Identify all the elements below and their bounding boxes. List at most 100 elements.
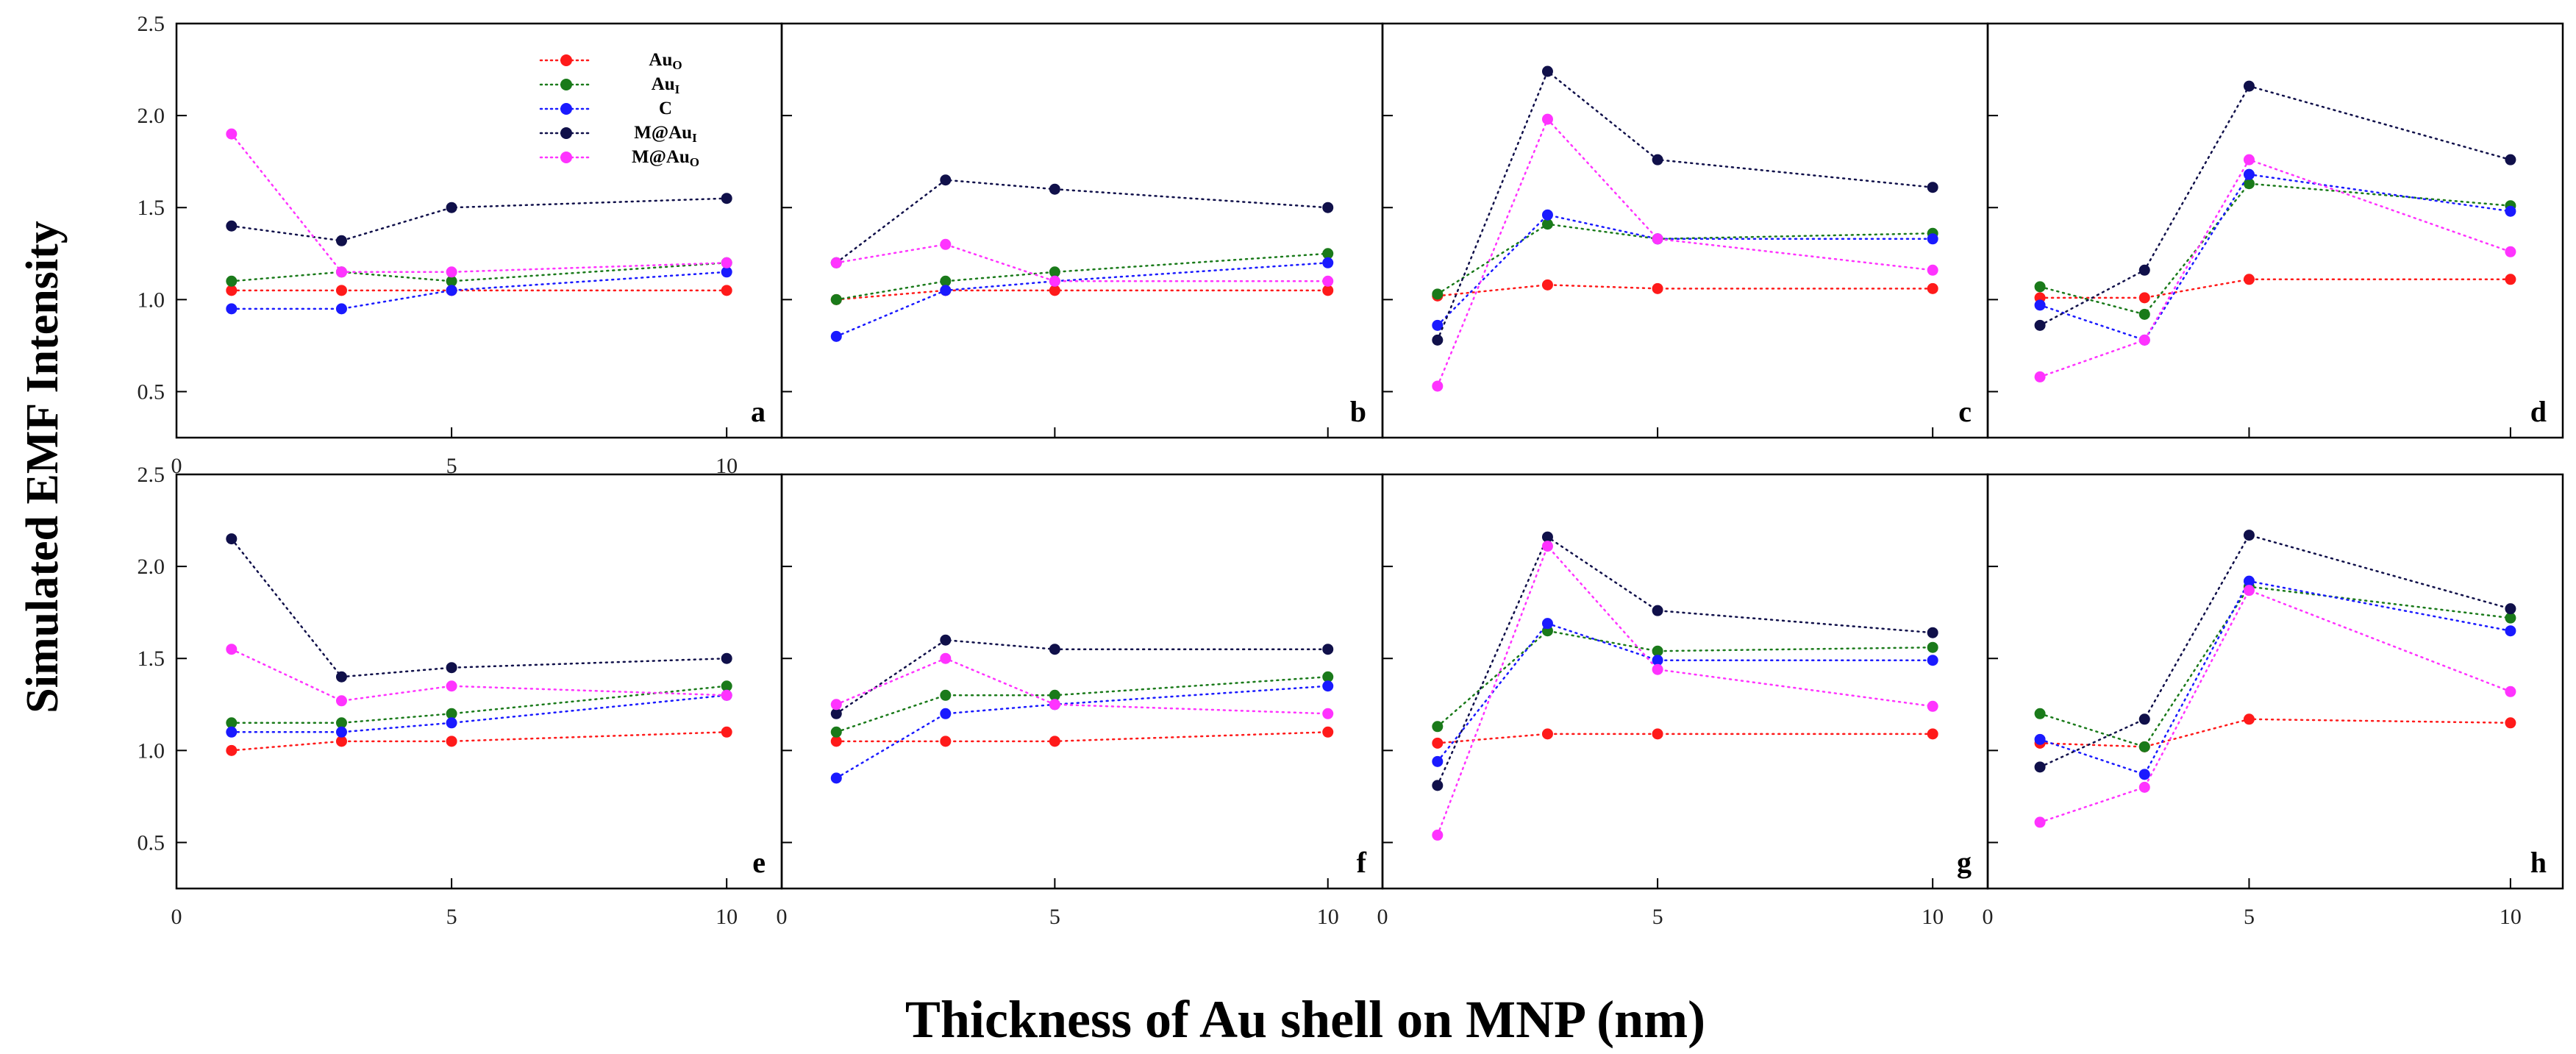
data-point-M@AuI	[1927, 182, 1938, 193]
data-point-AuI	[446, 708, 457, 719]
x-tick-label: 0	[171, 454, 182, 478]
x-tick-label: 5	[1049, 905, 1060, 929]
panel-letter: d	[2530, 395, 2547, 428]
series-line-M@AuI	[835, 638, 1329, 715]
data-point-AuO	[2138, 292, 2150, 304]
data-point-M@AuO	[335, 266, 347, 278]
data-point-M@AuI	[446, 662, 457, 674]
data-point-C	[940, 708, 952, 719]
legend-item: M@AuI	[539, 123, 697, 145]
data-point-M@AuI	[1049, 183, 1060, 195]
data-point-M@AuI	[1322, 644, 1334, 655]
series-line-AuO	[2038, 278, 2512, 299]
legend-label-subscript: O	[672, 58, 682, 72]
y-tick-label: 1.5	[138, 647, 165, 671]
data-point-C	[2034, 299, 2046, 311]
data-point-M@AuO	[2243, 585, 2255, 597]
data-point-C	[1322, 257, 1334, 268]
legend-label-main: M@Au	[634, 123, 692, 143]
data-point-C	[226, 726, 238, 738]
data-point-C	[721, 266, 732, 278]
data-point-M@AuO	[1049, 699, 1060, 711]
data-point-M@AuI	[1541, 531, 1553, 543]
panel-letter: b	[1350, 395, 1366, 428]
y-tick-label: 1.0	[138, 738, 165, 763]
legend-label-main: M@Au	[632, 147, 690, 167]
data-point-M@AuO	[1322, 275, 1334, 287]
x-tick-label: 0	[171, 905, 182, 929]
data-point-M@AuO	[2034, 816, 2046, 828]
y-tick-label: 0.5	[138, 830, 165, 855]
data-point-AuI	[226, 275, 238, 287]
data-point-AuI	[335, 717, 347, 729]
legend-marker	[560, 54, 572, 66]
data-point-M@AuI	[226, 533, 238, 545]
data-point-AuI	[226, 717, 238, 729]
x-tick-label: 5	[2244, 905, 2255, 929]
data-point-AuO	[1049, 285, 1060, 296]
data-point-AuI	[2138, 741, 2150, 752]
data-point-AuI	[1049, 266, 1060, 278]
data-point-M@AuI	[940, 174, 952, 186]
data-point-AuO	[1541, 279, 1553, 291]
panel-e: 0.5 1.0 1.5 2.0 2.5 0 5 10 e	[138, 463, 783, 929]
data-point-AuI	[2034, 281, 2046, 293]
data-point-AuI	[1322, 248, 1334, 260]
series-line-AuI	[835, 252, 1329, 301]
series-line-AuO	[1436, 733, 1934, 744]
panel-f: 0 5 10 f	[777, 473, 1384, 929]
data-point-AuI	[940, 689, 952, 701]
series-line-C	[230, 271, 728, 310]
data-point-M@AuO	[1927, 264, 1938, 276]
data-point-M@AuO	[1652, 663, 1663, 675]
data-point-AuO	[1927, 728, 1938, 740]
series-line-AuI	[230, 262, 728, 282]
data-point-M@AuI	[1927, 627, 1938, 638]
y-tick-label: 2.0	[138, 104, 165, 128]
series-line-M@AuO	[1436, 117, 1934, 388]
x-tick-label: 10	[2500, 905, 2522, 929]
data-point-M@AuO	[446, 266, 457, 278]
legend-label: AuI	[652, 74, 680, 96]
series-line-M@AuO	[2038, 589, 2512, 824]
panel-frame	[175, 473, 783, 890]
legend-item: AuO	[539, 50, 682, 72]
series-line-M@AuI	[835, 179, 1329, 264]
data-point-M@AuI	[446, 202, 457, 213]
data-point-C	[1541, 209, 1553, 221]
data-point-C	[2505, 205, 2516, 217]
data-point-AuO	[1322, 726, 1334, 738]
data-point-AuO	[721, 285, 732, 296]
data-point-M@AuO	[1652, 233, 1663, 245]
data-point-M@AuO	[2243, 154, 2255, 165]
panel-letter: g	[1957, 846, 1972, 879]
panel-b: b	[780, 22, 1384, 439]
series-line-M@AuI	[230, 538, 728, 678]
data-point-AuO	[1652, 282, 1663, 294]
legend-label: M@AuI	[634, 123, 697, 145]
series-line-AuI	[230, 685, 728, 724]
panel-frame	[780, 473, 1384, 890]
data-point-M@AuI	[721, 193, 732, 204]
data-point-AuI	[1432, 288, 1444, 300]
data-point-M@AuO	[1432, 380, 1444, 392]
data-point-C	[1541, 618, 1553, 630]
data-point-M@AuO	[1322, 708, 1334, 719]
y-tick-label: 0.5	[138, 380, 165, 404]
data-point-AuI	[1322, 671, 1334, 683]
legend-marker	[560, 127, 572, 139]
series-line-M@AuO	[835, 243, 1329, 282]
data-point-M@AuO	[721, 689, 732, 701]
legend-label-subscript: I	[675, 82, 680, 96]
series-line-AuO	[835, 289, 1329, 301]
data-point-AuO	[1652, 728, 1663, 740]
data-point-M@AuI	[2505, 154, 2516, 165]
legend-marker	[560, 152, 572, 163]
x-tick-label: 0	[1377, 905, 1388, 929]
panel-frame	[1986, 22, 2564, 439]
data-point-C	[1927, 233, 1938, 245]
legend-label-main: C	[659, 99, 672, 118]
data-point-C	[2505, 625, 2516, 637]
data-point-C	[335, 303, 347, 315]
legend-label-subscript: O	[690, 155, 699, 169]
